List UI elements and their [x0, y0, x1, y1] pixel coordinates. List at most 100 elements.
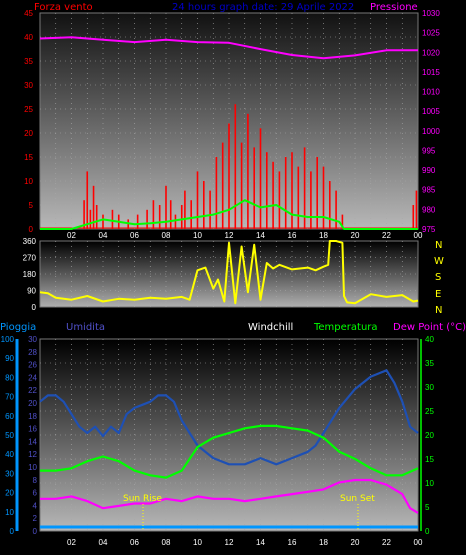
wind-axis-tick: 40	[24, 33, 33, 42]
rain-axis-tick: 60	[5, 412, 14, 421]
pressure-axis-tick: 975	[422, 225, 436, 234]
humidity-label: Umidita	[66, 322, 105, 333]
dewpoint-label: Dew Point (°C)	[393, 322, 466, 333]
humidity-axis-tick: 22	[28, 386, 37, 395]
pressure-axis-tick: 980	[422, 205, 436, 214]
humidity-axis-tick: 24	[28, 373, 37, 382]
temperature-axis-tick: 40	[425, 335, 434, 344]
hour-tick-label: 12	[225, 538, 234, 547]
wind-direction-grid	[40, 241, 418, 307]
temperature-axis-tick: 20	[425, 431, 434, 440]
hour-tick-label: 08	[162, 231, 171, 240]
hour-tick-label: 02	[67, 231, 76, 240]
wind-axis-tick: 5	[29, 201, 34, 210]
rain-axis-tick: 100	[1, 335, 15, 344]
hour-tick-label: 16	[288, 538, 297, 547]
direction-axis-tick: 360	[23, 237, 37, 246]
hour-tick-label: 16	[288, 231, 297, 240]
wind-axis-tick: 45	[24, 9, 33, 18]
humidity-axis-tick: 14	[28, 437, 37, 446]
temperature-axis-tick: 0	[425, 527, 430, 536]
wind-axis-tick: 10	[24, 177, 33, 186]
temperature-line	[40, 424, 419, 479]
direction-label-n-bottom: N	[435, 305, 442, 316]
hour-tick-label: 00	[414, 231, 423, 240]
direction-label-n-top: N	[435, 240, 442, 251]
wind-axis-tick: 0	[29, 225, 34, 234]
wind-axis-tick: 35	[24, 57, 33, 66]
chart-date-title: 24 hours graph date: 29 Aprile 2022	[172, 2, 354, 13]
hour-tick-label: 08	[162, 538, 171, 547]
rain-axis-tick: 0	[10, 527, 15, 536]
pressure-axis-tick: 1030	[422, 9, 440, 18]
hour-tick-label: 02	[67, 538, 76, 547]
humidity-axis-tick: 28	[28, 348, 37, 357]
rain-axis-tick: 30	[5, 469, 14, 478]
wind-strength-label: Forza vento	[34, 2, 93, 13]
rain-axis-tick: 50	[5, 431, 14, 440]
rain-axis-tick: 70	[5, 393, 14, 402]
wind-direction-line	[39, 240, 419, 305]
humidity-axis-tick: 20	[28, 399, 37, 408]
wind-direction-series	[39, 240, 419, 305]
windchill-label: Windchill	[248, 322, 293, 333]
rain-axis-tick: 10	[5, 508, 14, 517]
wind-axis-tick: 30	[24, 81, 33, 90]
hour-tick-label: 14	[256, 538, 265, 547]
pressure-label: Pressione	[370, 2, 418, 13]
rain-axis-tick: 80	[5, 373, 14, 382]
wind-axis-tick: 20	[24, 129, 33, 138]
humidity-axis-tick: 2	[33, 514, 38, 523]
wind-axis-tick: 25	[24, 105, 33, 114]
pressure-axis-tick: 990	[422, 166, 436, 175]
direction-axis-tick: 0	[32, 303, 37, 312]
temperature-axis-tick: 5	[425, 503, 430, 512]
hour-tick-label: 22	[382, 231, 391, 240]
temperature-axis-tick: 10	[425, 479, 434, 488]
rain-label: Pioggia	[0, 322, 36, 333]
hour-tick-label: 22	[382, 538, 391, 547]
humidity-axis-tick: 4	[33, 501, 38, 510]
hour-tick-label: 20	[351, 538, 360, 547]
temperature-label: Temperatura	[313, 322, 378, 333]
temperature-axis-tick: 25	[425, 407, 434, 416]
temperature-axis-tick: 30	[425, 383, 434, 392]
humidity-axis-tick: 26	[28, 361, 37, 370]
pressure-axis-tick: 995	[422, 146, 436, 155]
humidity-axis-tick: 8	[33, 476, 38, 485]
humidity-axis-tick: 0	[33, 527, 38, 536]
hour-tick-label: 18	[319, 231, 328, 240]
wind-pressure-series	[39, 36, 418, 230]
pressure-axis-tick: 1020	[422, 48, 440, 57]
sunrise-label: Sun Rise	[123, 494, 162, 504]
direction-label-e: E	[435, 289, 441, 300]
pressure-axis-tick: 1025	[422, 29, 440, 38]
pressure-axis-tick: 1015	[422, 68, 440, 77]
pressure-axis-tick: 985	[422, 186, 436, 195]
hour-tick-label: 06	[130, 231, 139, 240]
temperature-axis-tick: 35	[425, 359, 434, 368]
pressure-axis-tick: 1000	[422, 127, 440, 136]
humidity-axis-tick: 12	[28, 450, 37, 459]
direction-label-w: W	[434, 256, 444, 267]
direction-axis-tick: 90	[27, 287, 36, 296]
rain-axis-tick: 20	[5, 489, 14, 498]
wind-axis-tick: 15	[24, 153, 33, 162]
hour-tick-label: 20	[351, 231, 360, 240]
direction-axis-tick: 180	[23, 270, 37, 279]
gust-line	[40, 199, 418, 230]
direction-axis-tick: 270	[23, 254, 37, 263]
hour-tick-label: 18	[319, 538, 328, 547]
direction-label-s: S	[435, 272, 441, 283]
humidity-axis-tick: 30	[28, 335, 37, 344]
pressure-line	[39, 36, 418, 60]
hour-tick-label: 06	[130, 538, 139, 547]
pressure-axis-tick: 1010	[422, 88, 440, 97]
hour-tick-label: 04	[99, 231, 108, 240]
humidity-line	[39, 369, 419, 466]
hour-tick-label: 12	[225, 231, 234, 240]
rain-axis-tick: 90	[5, 354, 14, 363]
humidity-axis-tick: 6	[33, 489, 38, 498]
